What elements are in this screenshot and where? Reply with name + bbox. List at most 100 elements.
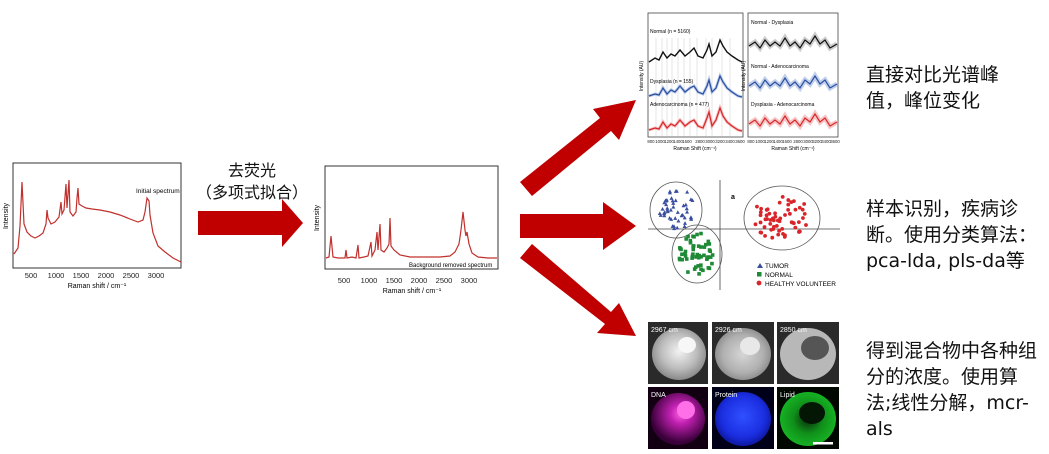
raw-tick-3000: 3000 bbox=[148, 271, 165, 280]
scatter-point bbox=[668, 207, 673, 212]
scatter-point bbox=[665, 207, 670, 212]
dysplasia-mean-spectrum bbox=[648, 74, 743, 98]
scatter-point bbox=[693, 265, 698, 269]
scatter-point bbox=[758, 210, 763, 215]
scatter-point bbox=[692, 267, 697, 271]
scatter-point bbox=[706, 239, 711, 244]
scatter-point bbox=[684, 237, 688, 241]
scatter-point bbox=[783, 213, 787, 217]
normal-mean-spectrum bbox=[648, 38, 743, 63]
svg-text:3400: 3400 bbox=[725, 139, 735, 144]
scatter-point bbox=[684, 257, 689, 261]
scatter-point bbox=[710, 253, 715, 257]
scatter-point bbox=[781, 231, 785, 236]
scatter-point bbox=[690, 254, 695, 259]
scatter-point bbox=[793, 225, 798, 230]
scatter-point bbox=[762, 225, 767, 229]
arrow-up-right-icon bbox=[520, 100, 636, 196]
scatter-point bbox=[698, 245, 703, 249]
scatter-point bbox=[763, 217, 768, 222]
scatter-point bbox=[696, 255, 701, 260]
mean-right-ticks: 800 1000 1200 1400 1600 2800 3000 3200 3… bbox=[747, 139, 840, 144]
scatter-point bbox=[684, 206, 689, 211]
scatter-point bbox=[660, 206, 665, 211]
tile-2967: 2967 cm bbox=[648, 322, 708, 384]
mean-spectra-right-frame bbox=[747, 12, 839, 138]
svg-text:1200: 1200 bbox=[664, 139, 674, 144]
scatter-point bbox=[692, 234, 696, 239]
scatter-point bbox=[670, 198, 675, 203]
scatter-point bbox=[699, 231, 703, 236]
scatter-point bbox=[764, 213, 769, 218]
dysplasia-adenocarcinoma-diff bbox=[748, 112, 838, 128]
scatter-point bbox=[758, 220, 763, 225]
svg-text:3600: 3600 bbox=[735, 139, 745, 144]
scatter-point bbox=[771, 227, 776, 231]
legend-normal-marker bbox=[757, 272, 762, 277]
tile-lipid: Lipid bbox=[777, 387, 839, 449]
panel-letter: a bbox=[731, 194, 735, 201]
svg-text:3400: 3400 bbox=[821, 139, 831, 144]
scatter-point bbox=[797, 229, 801, 234]
raw-spectrum-chart: Intensity Initial spectrum 500 1000 1500… bbox=[3, 162, 182, 290]
scatter-point bbox=[695, 252, 700, 257]
scatter-point bbox=[695, 232, 699, 237]
tumor-points bbox=[657, 189, 695, 231]
processed-tick-2500: 2500 bbox=[436, 276, 453, 285]
svg-text:1200: 1200 bbox=[764, 139, 774, 144]
label-normal-adenocarcinoma: Normal - Adenocarcinoma bbox=[751, 64, 809, 70]
scatter-point bbox=[786, 198, 791, 202]
scatter-point bbox=[778, 216, 783, 221]
scatter-point bbox=[675, 210, 680, 214]
arrow-right-icon bbox=[520, 202, 636, 250]
processed-ticks: 500 1000 1500 2000 2500 3000 bbox=[338, 276, 478, 285]
scatter-point bbox=[685, 209, 690, 214]
normal-cluster-ellipse bbox=[671, 224, 723, 284]
scatter-point bbox=[759, 206, 764, 211]
scatter-point bbox=[774, 224, 779, 228]
scatter-point bbox=[786, 202, 791, 207]
tile-protein: Protein bbox=[712, 387, 774, 449]
label-dysplasia: Dysplasia (n = 155) bbox=[650, 79, 694, 85]
scatter-point bbox=[691, 247, 696, 252]
svg-text:2800: 2800 bbox=[695, 139, 705, 144]
processed-spectrum-chart: Intensity Background removed spectrum 50… bbox=[314, 165, 499, 295]
arrow-right-icon bbox=[198, 199, 303, 247]
scatter-point bbox=[759, 230, 764, 235]
scatter-point bbox=[780, 194, 785, 199]
description-classification: 样本识别，疾病诊断。使用分类算法：pca-lda, pls-da等 bbox=[866, 198, 1038, 272]
raw-tick-1000: 1000 bbox=[48, 271, 65, 280]
healthy-points bbox=[753, 194, 808, 240]
tile-label-2967: 2967 cm bbox=[651, 327, 678, 334]
scatter-point bbox=[753, 222, 758, 227]
raman-imaging-panel: 2967 cm 2926 cm 2850 cm DNA Protein bbox=[648, 322, 839, 449]
scatter-point bbox=[673, 198, 678, 203]
label-adenocarcinoma: Adenocarcinoma (n = 477) bbox=[650, 102, 709, 108]
scatter-point bbox=[697, 253, 702, 258]
tile-label-lipid: Lipid bbox=[780, 392, 795, 399]
raw-annotation: Initial spectrum bbox=[136, 188, 180, 195]
tile-label-dna: DNA bbox=[651, 392, 666, 399]
scatter-point bbox=[770, 216, 775, 221]
raw-ticks: 500 1000 1500 2000 2500 3000 bbox=[25, 271, 165, 280]
scatter-point bbox=[657, 211, 662, 216]
scatter-point bbox=[696, 244, 701, 248]
scatter-point bbox=[689, 217, 694, 221]
tile-label-2850: 2850 cm bbox=[780, 327, 807, 334]
scatter-point bbox=[702, 245, 707, 249]
scatter-point bbox=[787, 211, 792, 216]
legend-normal: NORMAL bbox=[765, 272, 793, 279]
scatter-point bbox=[755, 204, 759, 209]
svg-text:3200: 3200 bbox=[715, 139, 725, 144]
tile-label-2926: 2926 cm bbox=[715, 327, 742, 334]
processed-ylabel: Intensity bbox=[314, 204, 321, 231]
scatter-point bbox=[765, 207, 770, 212]
description-peaks: 直接对比光谱峰值，峰位变化 bbox=[866, 64, 1000, 112]
scatter-point bbox=[707, 242, 712, 246]
scatter-point bbox=[683, 202, 688, 207]
scatter-point bbox=[677, 256, 682, 261]
mean-spectra-left-frame bbox=[647, 12, 744, 138]
scatter-point bbox=[780, 226, 785, 231]
legend-healthy: HEALTHY VOLUNTEER bbox=[765, 281, 836, 288]
